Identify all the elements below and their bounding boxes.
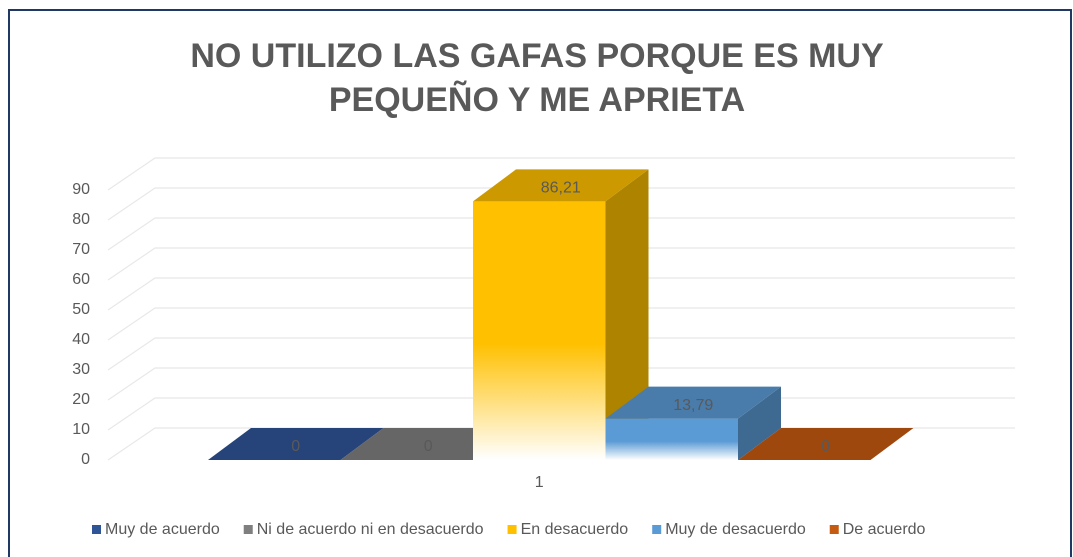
bar-front (605, 418, 738, 460)
grid-line (107, 187, 1015, 221)
bar-side (605, 169, 649, 460)
y-tick-label: 10 (72, 421, 90, 438)
legend-label: En desacuerdo (521, 521, 629, 538)
legend-swatch (652, 525, 662, 534)
bar-top (605, 386, 781, 419)
legend-label: Muy de desacuerdo (665, 521, 806, 538)
bar-top (208, 428, 384, 460)
y-tick-label: 70 (72, 241, 90, 258)
grid-line (107, 217, 1015, 251)
y-tick-label: 40 (72, 331, 90, 348)
chart-title: NO UTILIZO LAS GAFAS PORQUE ES MUY (190, 37, 884, 75)
x-tick-label: 1 (535, 474, 544, 491)
bar-front (473, 201, 606, 460)
y-tick-label: 30 (72, 361, 90, 378)
legend-swatch (243, 525, 253, 534)
data-label: 13,79 (673, 397, 713, 414)
y-tick-label: 90 (72, 181, 90, 198)
data-label: 0 (424, 438, 433, 455)
bar-side (738, 386, 781, 460)
y-tick-label: 80 (72, 211, 90, 228)
data-label: 86,21 (541, 180, 581, 197)
legend-swatch (92, 525, 101, 534)
legend-swatch (507, 525, 517, 534)
y-tick-label: 60 (72, 271, 90, 288)
chart-title: PEQUEÑO Y ME APRIETA (329, 81, 745, 119)
data-label: 0 (821, 438, 830, 455)
y-tick-label: 20 (72, 391, 90, 408)
legend-label: Muy de acuerdo (105, 521, 220, 538)
legend-label: De acuerdo (843, 521, 926, 538)
y-tick-label: 0 (81, 451, 90, 468)
data-label: 0 (291, 438, 300, 455)
grid-line (107, 367, 1015, 401)
bar-top (340, 428, 516, 460)
grid-line (107, 307, 1015, 341)
legend-swatch (829, 525, 839, 534)
y-tick-label: 50 (72, 301, 90, 318)
bar-top (473, 169, 649, 202)
bar-top (738, 428, 914, 460)
grid-line (107, 247, 1015, 281)
grid-line (107, 277, 1015, 311)
grid-line (107, 157, 1015, 191)
legend-label: Ni de acuerdo ni en desacuerdo (257, 521, 484, 538)
grid-line (107, 337, 1015, 371)
